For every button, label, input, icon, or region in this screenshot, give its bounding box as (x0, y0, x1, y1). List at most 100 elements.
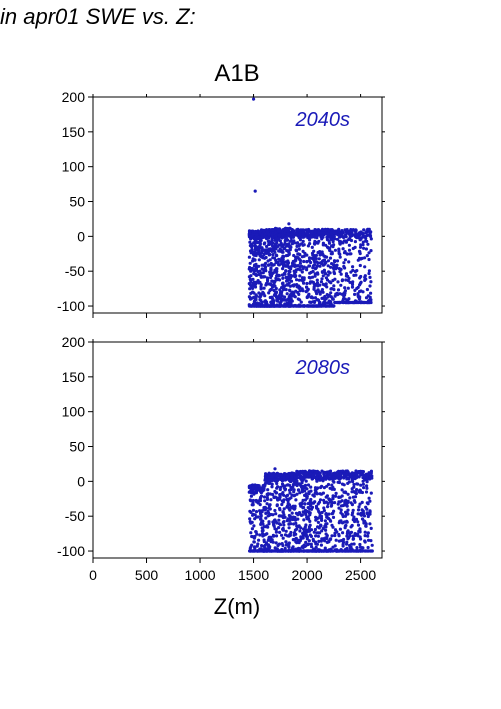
data-point (334, 494, 338, 498)
data-point (259, 517, 263, 521)
data-point (269, 287, 273, 292)
data-point (355, 300, 359, 305)
data-point (350, 487, 354, 491)
data-point (346, 481, 350, 485)
data-point (309, 528, 314, 532)
data-point (349, 545, 353, 550)
data-point (338, 252, 342, 256)
data-point (341, 540, 346, 545)
data-point (318, 492, 322, 496)
data-point (297, 482, 301, 486)
data-point (368, 300, 372, 304)
data-point (281, 254, 285, 258)
data-point (280, 482, 285, 486)
data-point (272, 549, 276, 553)
data-point (273, 250, 277, 254)
data-point (269, 498, 273, 502)
data-point (336, 502, 340, 506)
data-point (357, 475, 361, 479)
data-point (250, 534, 254, 539)
data-point (340, 292, 344, 296)
data-point (268, 481, 272, 485)
data-point (262, 229, 266, 233)
data-point (318, 471, 322, 475)
data-point (254, 515, 258, 519)
data-point (267, 546, 272, 550)
data-point (266, 514, 270, 518)
data-point (298, 238, 302, 242)
data-point (340, 488, 344, 492)
data-point (285, 229, 289, 233)
data-point (310, 231, 314, 235)
data-point (369, 469, 373, 473)
data-point (293, 295, 297, 299)
data-point (359, 289, 363, 293)
data-point (311, 549, 315, 553)
data-point (297, 233, 301, 237)
data-point (294, 289, 298, 293)
data-point (301, 487, 305, 491)
data-point (313, 272, 317, 276)
data-point (353, 288, 357, 292)
data-point (311, 537, 315, 542)
data-point (275, 269, 279, 273)
data-point (312, 287, 316, 291)
data-point (312, 255, 316, 259)
points-2080s (247, 467, 374, 553)
data-point (328, 256, 333, 260)
points-2040s (247, 97, 373, 308)
data-point (351, 300, 356, 305)
data-point (339, 504, 344, 508)
data-point (317, 539, 321, 544)
data-point (274, 234, 278, 238)
data-point (334, 476, 338, 480)
data-point (290, 228, 294, 232)
data-point (286, 501, 290, 505)
data-point (284, 269, 288, 273)
data-point (326, 232, 330, 237)
data-point (257, 258, 261, 262)
data-point (360, 472, 364, 476)
data-point (292, 283, 296, 287)
data-point (269, 549, 273, 553)
panel-label-2040s: 2040s (295, 109, 351, 131)
data-point (320, 288, 324, 292)
data-point (253, 237, 257, 242)
data-point (280, 286, 284, 290)
data-point (306, 502, 310, 506)
data-point (280, 236, 284, 240)
data-point (366, 534, 370, 538)
data-point (338, 255, 342, 259)
data-point (248, 517, 252, 521)
data-point (265, 524, 269, 528)
data-point (282, 520, 286, 524)
data-point (284, 288, 288, 292)
data-point (367, 471, 371, 475)
data-point (314, 515, 318, 519)
data-point (348, 280, 352, 284)
data-point (272, 495, 276, 500)
data-point (290, 511, 294, 515)
data-point (335, 530, 339, 534)
data-point (303, 472, 307, 476)
data-point (355, 232, 359, 236)
data-point (287, 522, 291, 526)
data-point (251, 513, 255, 517)
data-point (270, 233, 274, 237)
data-point (300, 270, 304, 274)
data-point (334, 538, 338, 542)
data-point (306, 229, 310, 233)
data-point (346, 500, 350, 504)
data-point (321, 526, 325, 531)
data-point (332, 231, 336, 235)
data-point (259, 547, 263, 551)
data-point (352, 482, 356, 487)
data-point (252, 241, 256, 245)
data-point (328, 537, 333, 542)
data-point (248, 287, 252, 291)
data-point (299, 304, 303, 308)
data-point (297, 243, 302, 247)
data-point (350, 503, 354, 507)
y-tick-label: 100 (62, 404, 86, 420)
data-point (265, 230, 270, 234)
